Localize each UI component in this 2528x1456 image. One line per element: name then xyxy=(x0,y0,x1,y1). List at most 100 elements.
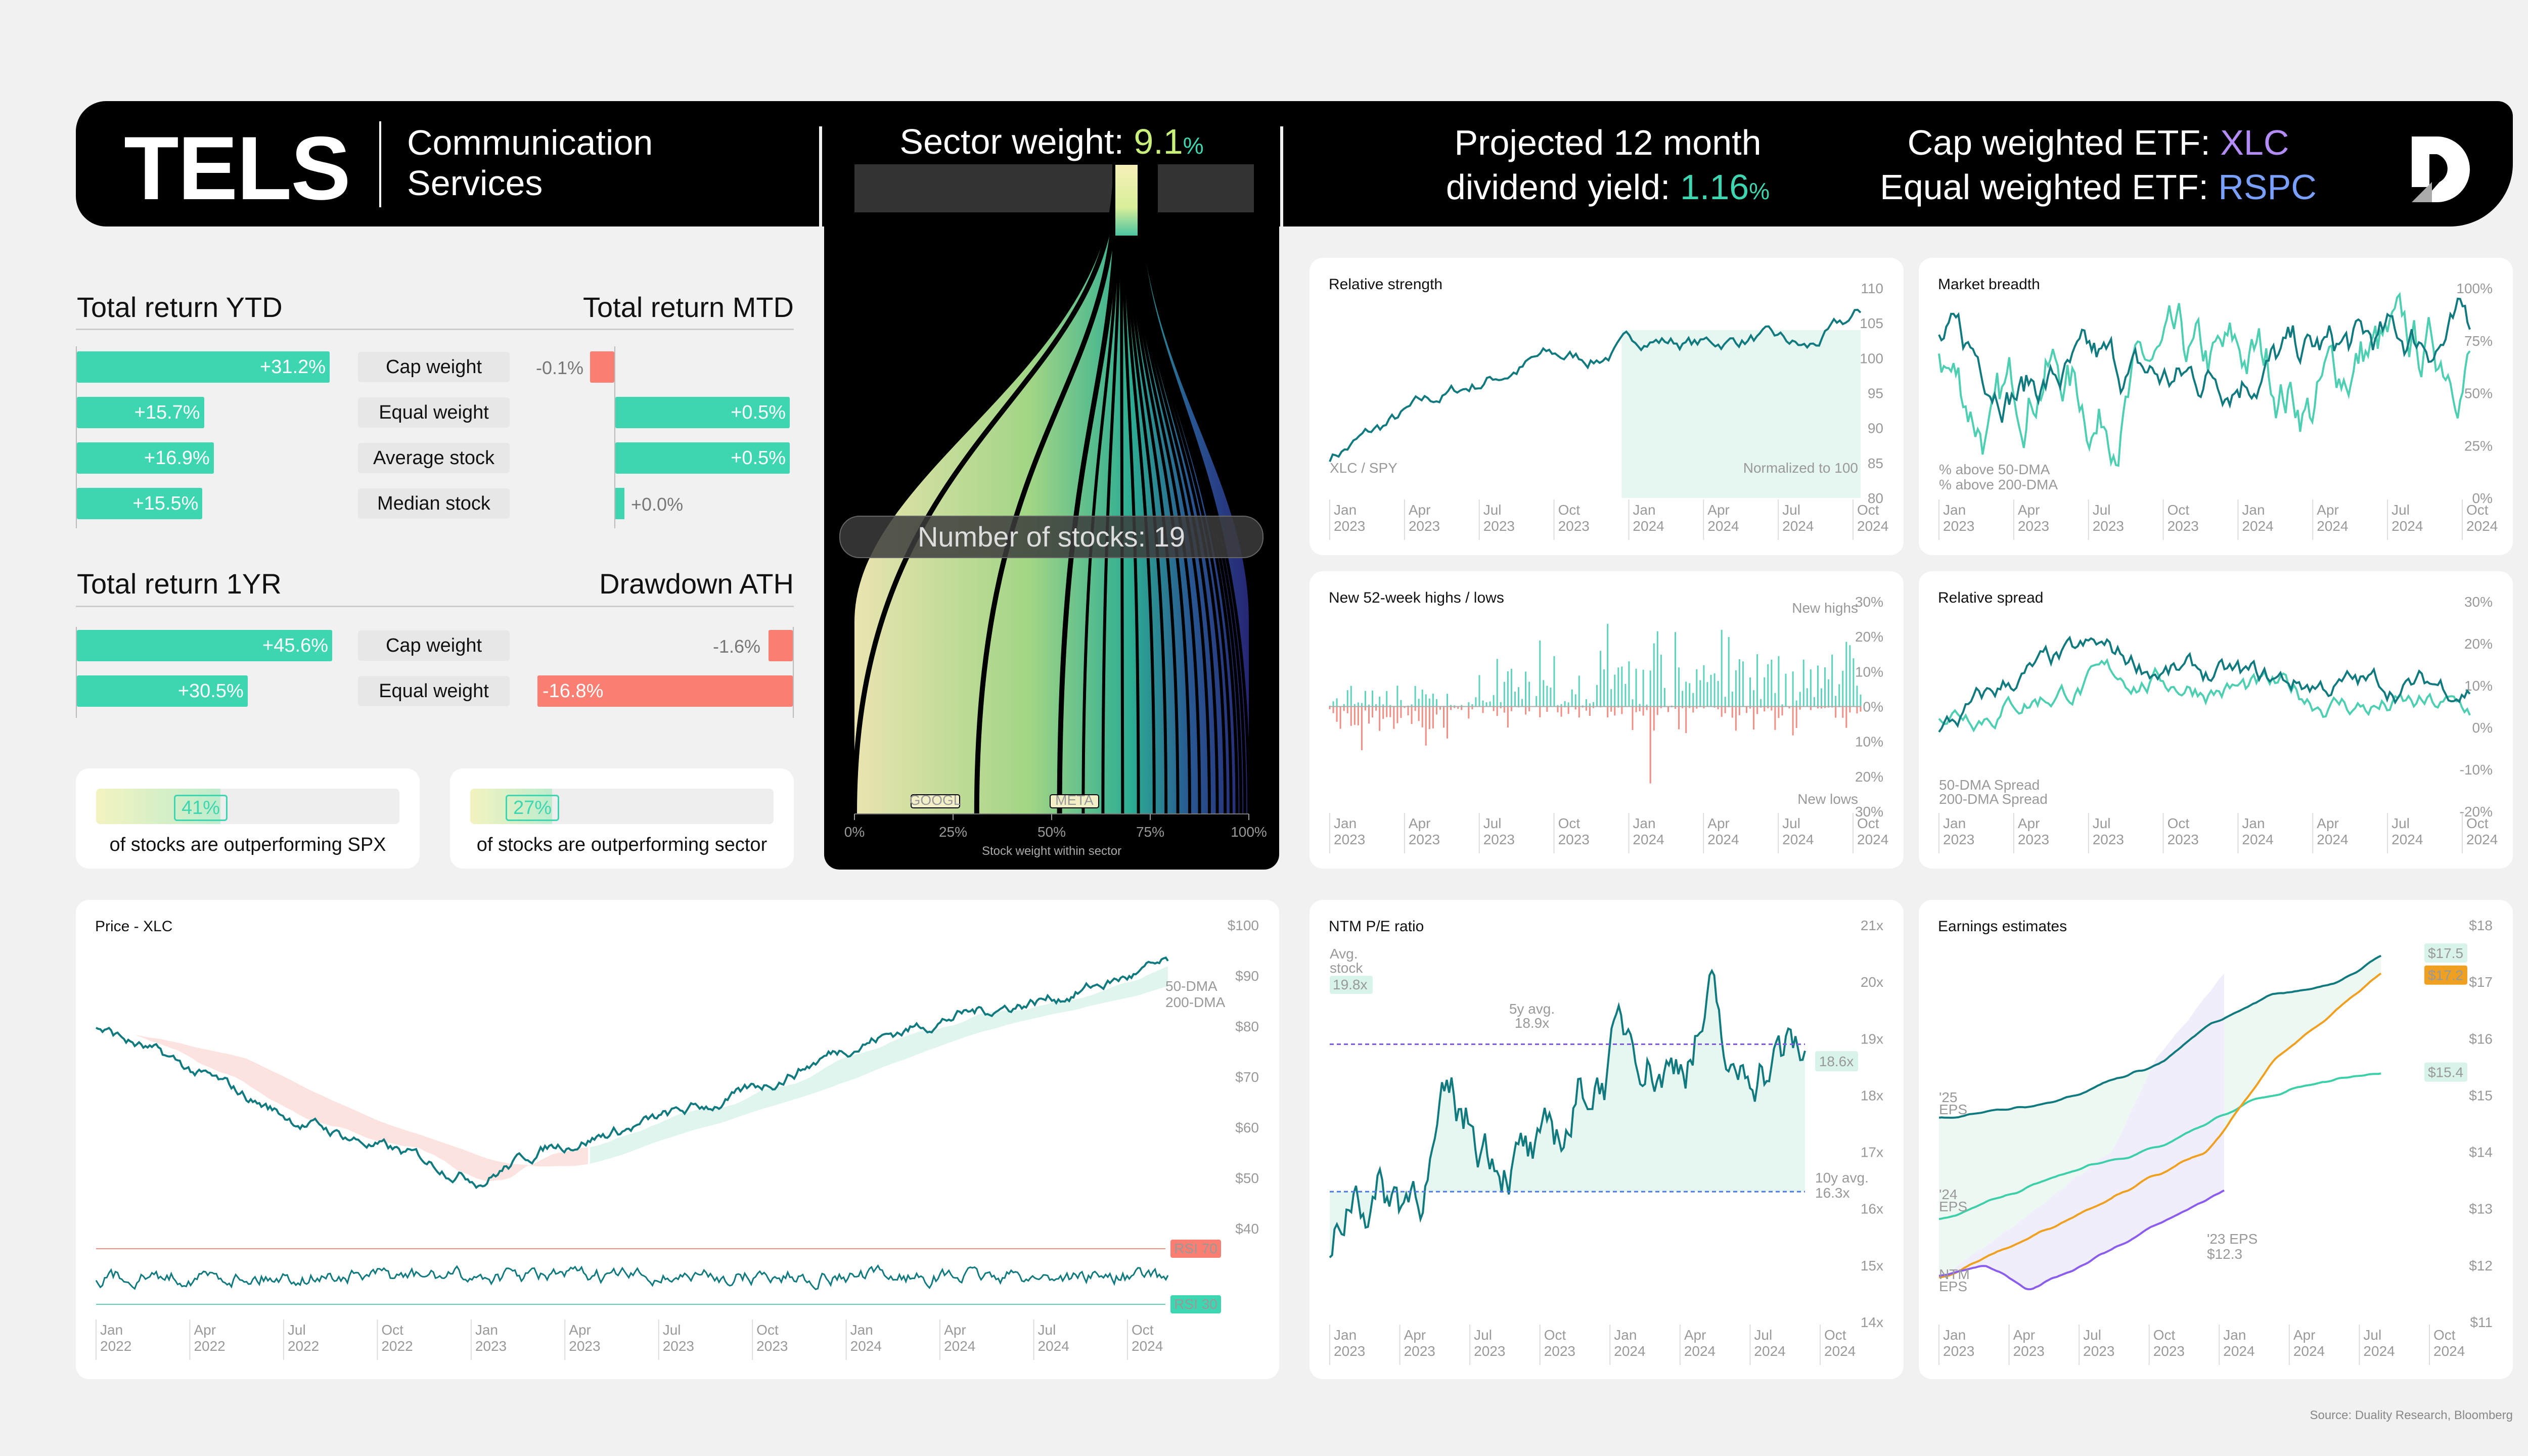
header-divider xyxy=(379,121,381,207)
ntm-eps-label: NTM xyxy=(1939,1266,1970,1282)
new-low-bar xyxy=(1820,706,1822,709)
new-low-bar xyxy=(1831,706,1833,708)
new-low-bar xyxy=(1817,706,1819,709)
drawdown-title: Drawdown ATH xyxy=(599,568,794,600)
market-breadth-card: Market breadth 100% 75% 50% 25% 0% % above 50… xyxy=(1919,258,2513,555)
normalized-note: Normalized to 100 xyxy=(1743,460,1858,476)
x-tick-label: Jul xyxy=(2391,502,2410,518)
drawdown-value: -1.6% xyxy=(713,636,761,657)
new-low-bar xyxy=(1468,706,1470,719)
new-high-bar xyxy=(1592,702,1594,707)
new-low-bar xyxy=(1607,706,1609,718)
earnings-title: Earnings estimates xyxy=(1938,918,2067,935)
y-tick-label: -20% xyxy=(2460,804,2493,820)
new-high-bar xyxy=(1368,704,1370,707)
new-high-bar xyxy=(1421,690,1423,707)
dividend-unit: % xyxy=(1749,178,1770,204)
new-high-bar xyxy=(1525,671,1527,707)
x-tick-label: 2023 xyxy=(1474,1343,1505,1359)
new-high-bar xyxy=(1799,692,1801,707)
new-high-bar xyxy=(1428,698,1430,707)
dma200-label: 200-DMA xyxy=(1165,994,1226,1010)
new-low-bar xyxy=(1621,706,1623,714)
new-high-bar xyxy=(1353,704,1356,707)
eq-etf-line: Equal weighted ETF: RSPC xyxy=(1845,165,2351,209)
new-low-bar xyxy=(1343,706,1345,711)
new-low-bar xyxy=(1353,706,1356,725)
y-tick-label: 0% xyxy=(2472,720,2493,736)
new-low-bar xyxy=(1454,706,1456,708)
x-tick-label: 2024 xyxy=(1707,518,1739,534)
stock-weight-line xyxy=(1119,166,1124,814)
x-tick-label: Oct xyxy=(1544,1327,1566,1343)
source-note: Source: Duality Research, Bloomberg xyxy=(2310,1408,2513,1422)
new-high-bar xyxy=(1646,704,1648,707)
stock-weight-line xyxy=(1127,166,1211,814)
x-tick-label: Oct xyxy=(1857,502,1879,518)
mtd-axis-line xyxy=(614,346,615,528)
market-breadth-chart: 100% 75% 50% 25% 0% % above 50-DMA% above 200… xyxy=(1938,281,2498,540)
y-tick-label: 20x xyxy=(1861,974,1883,990)
new-high-bar xyxy=(1372,690,1374,707)
new-high-bar xyxy=(1543,680,1545,707)
new-high-bar xyxy=(1749,677,1751,707)
new-high-bar xyxy=(1632,699,1634,707)
new-low-bar xyxy=(1332,706,1334,713)
pe-card: NTM P/E ratio 21x 20x 19x 18x 17x 16x 15x 14x Av… xyxy=(1310,900,1904,1379)
new-low-bar xyxy=(1692,706,1694,713)
x-tick-label: Apr xyxy=(1409,502,1431,518)
x-tick-label: 2023 xyxy=(2168,518,2199,534)
dma-band xyxy=(590,966,1168,1164)
new-high-bar xyxy=(1357,702,1359,707)
new-high-bar xyxy=(1728,637,1730,707)
new-low-bar xyxy=(1682,706,1684,708)
new-low-bar xyxy=(1329,706,1331,709)
x-tick-label: 2024 xyxy=(944,1338,975,1354)
new-high-bar xyxy=(1810,669,1812,707)
outperform-spx-card: 41% of stocks are outperforming SPX xyxy=(76,768,420,869)
x-tick-label: 2024 xyxy=(1633,518,1664,534)
new-high-bar xyxy=(1411,704,1413,707)
x-tick-label: 2023 xyxy=(756,1338,788,1354)
y-tick-label: 50% xyxy=(2464,386,2493,401)
new-low-bar xyxy=(1788,706,1790,709)
sector-name-line1: Communication xyxy=(407,123,653,162)
new-low-bar xyxy=(1372,706,1374,718)
x-tick-label: 2024 xyxy=(1754,1343,1785,1359)
x-tick-label: Apr xyxy=(2018,815,2040,831)
new-low-bar xyxy=(1767,706,1769,708)
new-low-bar xyxy=(1396,706,1398,723)
market-breadth-title: Market breadth xyxy=(1938,276,2040,293)
relative-strength-card: Relative strength 110 105 100 95 90 85 80 XLC /… xyxy=(1310,258,1904,555)
new-low-bar xyxy=(1443,706,1445,728)
stock-weight-line xyxy=(1122,166,1156,814)
new-high-bar xyxy=(1336,698,1338,707)
new-high-bar xyxy=(1461,705,1463,707)
y-tick-label: $100 xyxy=(1228,918,1259,933)
pe-line xyxy=(1329,968,1806,1258)
new-low-bar xyxy=(1411,706,1413,724)
new-low-bar xyxy=(1386,706,1388,717)
new-low-bar xyxy=(1528,706,1530,711)
x-tick-label: Apr xyxy=(1684,1327,1706,1343)
current-pe-value: 18.6x xyxy=(1819,1054,1854,1069)
x-tick-label: 2024 xyxy=(2391,518,2423,534)
x-tick-label: 2023 xyxy=(2093,832,2124,847)
x-tick-label: Jul xyxy=(1474,1327,1492,1343)
new-high-bar xyxy=(1400,700,1402,707)
new-low-bar xyxy=(1756,706,1758,714)
dividend-line2: dividend yield: 1.16% xyxy=(1380,165,1835,213)
header-bar: TELS Communication Services Projected 12… xyxy=(76,101,2513,226)
x-tick-label: Oct xyxy=(1558,502,1581,518)
x-tick-label: Oct xyxy=(1857,815,1879,831)
new-high-bar xyxy=(1379,697,1381,707)
new-high-bar xyxy=(1731,691,1733,707)
eps-2023-value: $12.3 xyxy=(2207,1246,2242,1262)
x-tick-label: Oct xyxy=(2466,815,2489,831)
x-tick-label: 2022 xyxy=(288,1338,319,1354)
mtd-value: -0.1% xyxy=(536,357,584,378)
dma50-label: 50-DMA xyxy=(1165,978,1217,994)
new-high-bar xyxy=(1703,665,1705,707)
new-high-bar xyxy=(1771,659,1773,707)
